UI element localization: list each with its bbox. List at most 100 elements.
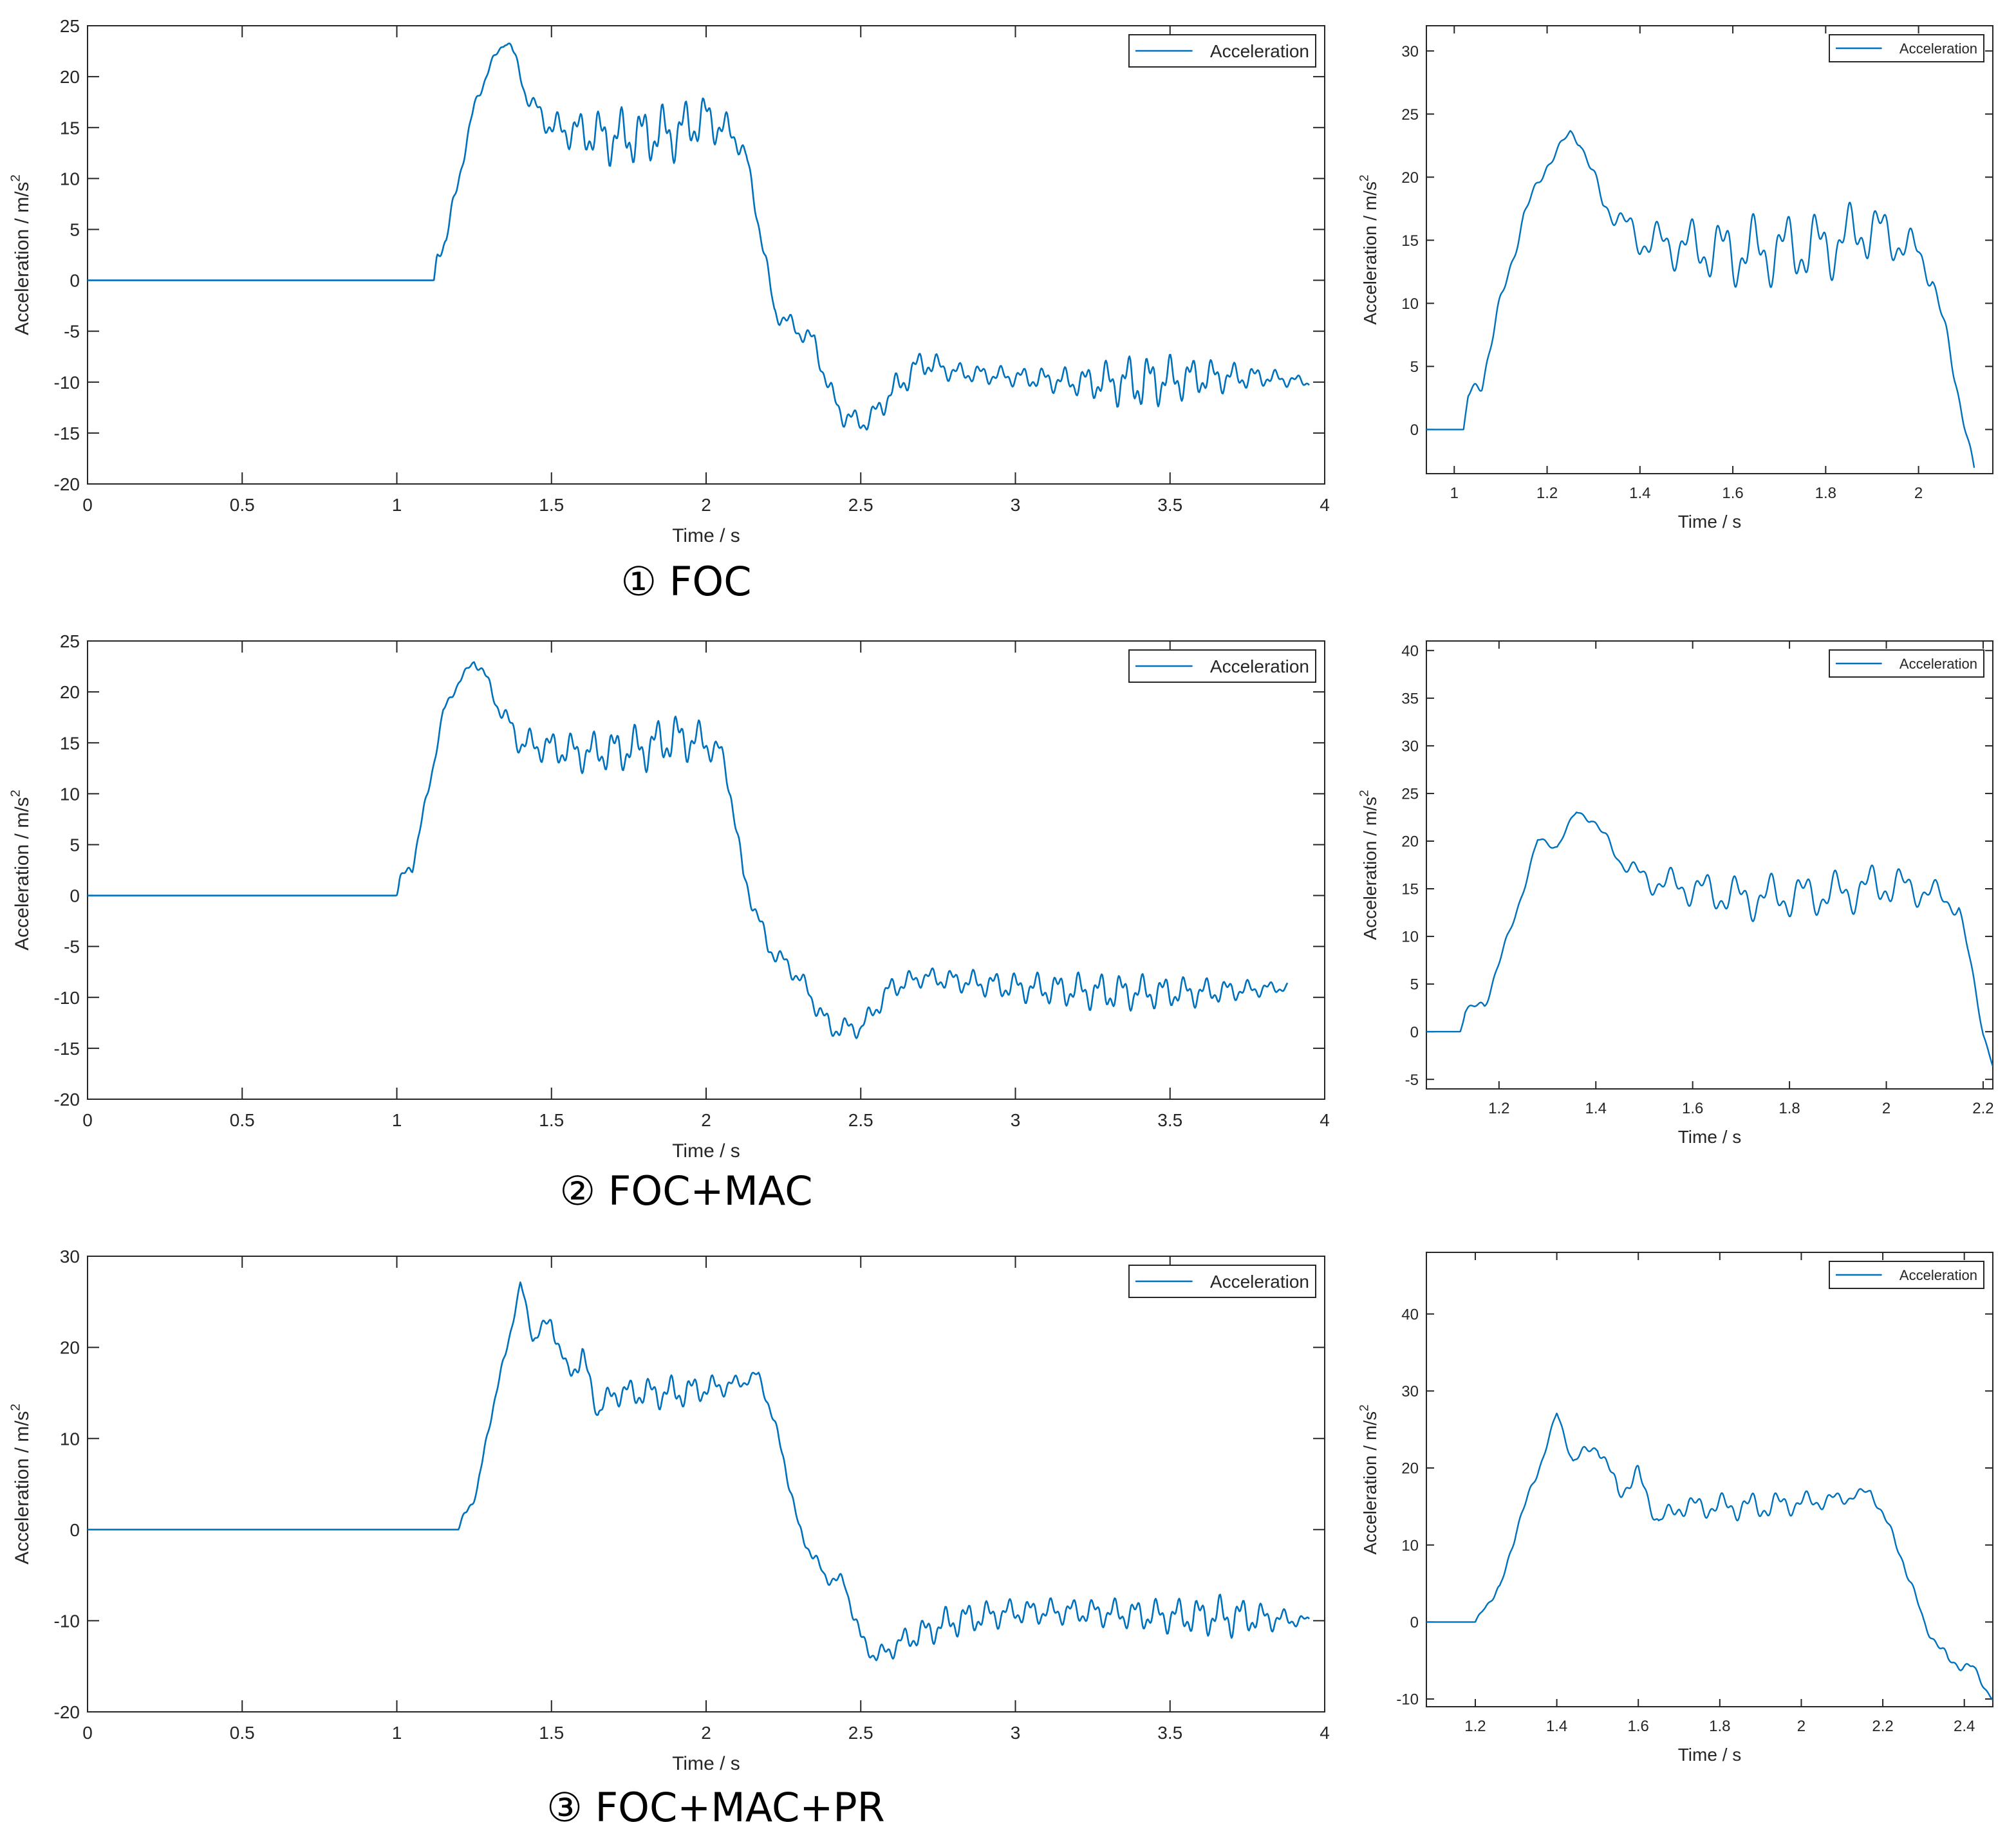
y-axis-label: Acceleration / m/s2 (9, 1404, 33, 1564)
x-tick-label: 1 (392, 495, 402, 515)
x-tick-label: 3 (1011, 495, 1021, 515)
charts-layer: 0 0.5 1 1.5 2 2.5 3 3.5 4-20-15-10-50510152025Ti… (9, 16, 1994, 1774)
y-tick-label: 35 (1401, 690, 1419, 707)
x-tick-label: 2.5 (848, 1723, 873, 1743)
y-axis-label-text: Acceleration / m/s (12, 181, 33, 335)
y-tick-label: 40 (1401, 642, 1419, 660)
y-tick-label: -10 (54, 988, 80, 1008)
series-line-acceleration (1426, 1413, 1993, 1701)
plot-area (87, 25, 1325, 485)
x-tick-label: 1.6 (1722, 485, 1743, 502)
y-tick-label: 5 (1410, 976, 1419, 994)
y-tick-label: 0 (70, 1520, 80, 1540)
x-tick-label: 1.2 (1536, 485, 1558, 502)
y-axis-label: Acceleration / m/s2 (9, 174, 33, 335)
y-tick-label: -5 (64, 937, 80, 957)
y-tick-label: 10 (60, 784, 80, 804)
series-line-acceleration (88, 42, 1310, 431)
caption-foc-mac-pr: ③ FOC+MAC+PR (546, 1784, 885, 1831)
y-tick-label: -15 (54, 423, 80, 443)
y-tick-label: 0 (1410, 422, 1419, 439)
plot-area (1426, 640, 1993, 1090)
x-tick-label: 2 (701, 1723, 711, 1743)
y-axis-label: Acceleration / m/s2 (9, 790, 33, 951)
y-tick-label: 25 (60, 631, 80, 651)
x-tick-label: 0.5 (230, 1723, 255, 1743)
chart-foc-main: 0 0.5 1 1.5 2 2.5 3 3.5 4 -20 -15 -10 -5 0 5 10 15 20 25 Ti… (9, 16, 1330, 546)
y-tick-label: 15 (1401, 232, 1419, 250)
x-tick-label: 1.6 (1682, 1100, 1703, 1117)
y-tick-label: 5 (70, 220, 80, 240)
y-tick-label: 15 (60, 118, 80, 138)
x-axis-label: Time / s (672, 1140, 740, 1162)
x-tick-label: 1.4 (1546, 1718, 1567, 1735)
series-line-acceleration (1426, 812, 1993, 1067)
y-tick-label: -20 (54, 1702, 80, 1722)
x-tick-label: 1 (1450, 485, 1459, 502)
x-axis-label: Time / s (1678, 512, 1742, 532)
y-tick-label: 0 (70, 886, 80, 906)
x-tick-label: 3.5 (1157, 1723, 1182, 1743)
y-tick-label: 10 (1401, 929, 1419, 946)
plot-area (1426, 25, 1993, 474)
plot-area (87, 640, 1325, 1100)
x-tick-label: 4 (1320, 1723, 1330, 1743)
x-axis-label: Time / s (1678, 1745, 1742, 1765)
x-tick-label: 3 (1011, 1723, 1021, 1743)
y-tick-label: 0 (70, 271, 80, 291)
y-tick-label: -10 (1396, 1691, 1419, 1709)
caption-foc-mac: ② FOC+MAC (559, 1167, 812, 1214)
x-tick-label: 1.8 (1709, 1718, 1730, 1735)
plot-area (87, 1256, 1325, 1713)
x-axis-label: Time / s (672, 1753, 740, 1774)
y-tick-label: 20 (60, 67, 80, 87)
y-tick-label: 0 (1410, 1614, 1419, 1631)
chart-focmac-zoom: 1.2 1.4 1.6 1.8 2 2.2 -5 0 5 10 15 20 25 30 35 40 Time /… (1358, 640, 1994, 1147)
x-tick-label: 0.5 (230, 495, 255, 515)
y-tick-label: 25 (1401, 106, 1419, 124)
y-tick-label: -20 (54, 474, 80, 494)
x-tick-label: 0 (82, 1110, 93, 1130)
y-tick-label: -20 (54, 1090, 80, 1109)
y-tick-label: 20 (1401, 833, 1419, 851)
x-tick-label: 1.4 (1585, 1100, 1607, 1117)
y-tick-label: 20 (1401, 169, 1419, 187)
x-tick-label: 2.4 (1954, 1718, 1975, 1735)
y-tick-label: -5 (1405, 1072, 1419, 1089)
y-tick-label: 40 (1401, 1306, 1419, 1323)
x-tick-label: 3 (1011, 1110, 1021, 1130)
x-tick-label: 1.5 (539, 495, 564, 515)
x-axis-label: Time / s (1678, 1127, 1742, 1147)
plot-area (1426, 1252, 1993, 1707)
x-tick-label: 2 (1882, 1100, 1890, 1117)
y-tick-label: -10 (54, 1611, 80, 1631)
x-tick-label: 2.2 (1872, 1718, 1893, 1735)
x-tick-label: 1 (392, 1110, 402, 1130)
legend-label: Acceleration (1210, 1272, 1309, 1292)
y-axis-label: Acceleration / m/s2 (1358, 790, 1380, 940)
chart-focmac-main: 0 0.5 1 1.5 2 2.5 3 3.5 4 -20 -15 -10 -5 0 5 10 15 20 25 Ti… (9, 631, 1330, 1162)
legend-box (1128, 34, 1316, 68)
x-tick-label: 0 (82, 495, 93, 515)
x-tick-label: 1.2 (1464, 1718, 1486, 1735)
y-tick-label: -10 (54, 373, 80, 393)
x-tick-label: 1.5 (539, 1110, 564, 1130)
x-axis-label: Time / s (672, 525, 740, 546)
y-axis-label-text: Acceleration / m/s (12, 797, 33, 950)
y-axis-label-superscript: 2 (9, 174, 23, 181)
y-axis-label: Acceleration / m/s2 (1358, 1404, 1380, 1554)
legend-label: Acceleration (1899, 656, 1977, 672)
x-tick-label: 1.8 (1778, 1100, 1800, 1117)
x-tick-label: 3.5 (1157, 1110, 1182, 1130)
y-tick-label: -15 (54, 1039, 80, 1059)
y-tick-label: 5 (1410, 358, 1419, 376)
x-tick-label: 4 (1320, 495, 1330, 515)
x-tick-label: 0 (82, 1723, 93, 1743)
y-tick-label: 20 (1401, 1460, 1419, 1478)
y-tick-label: 10 (1401, 1537, 1419, 1554)
y-axis-label: Acceleration / m/s2 (1358, 174, 1380, 324)
y-tick-label: 0 (1410, 1024, 1419, 1041)
y-tick-label: 25 (60, 16, 80, 36)
